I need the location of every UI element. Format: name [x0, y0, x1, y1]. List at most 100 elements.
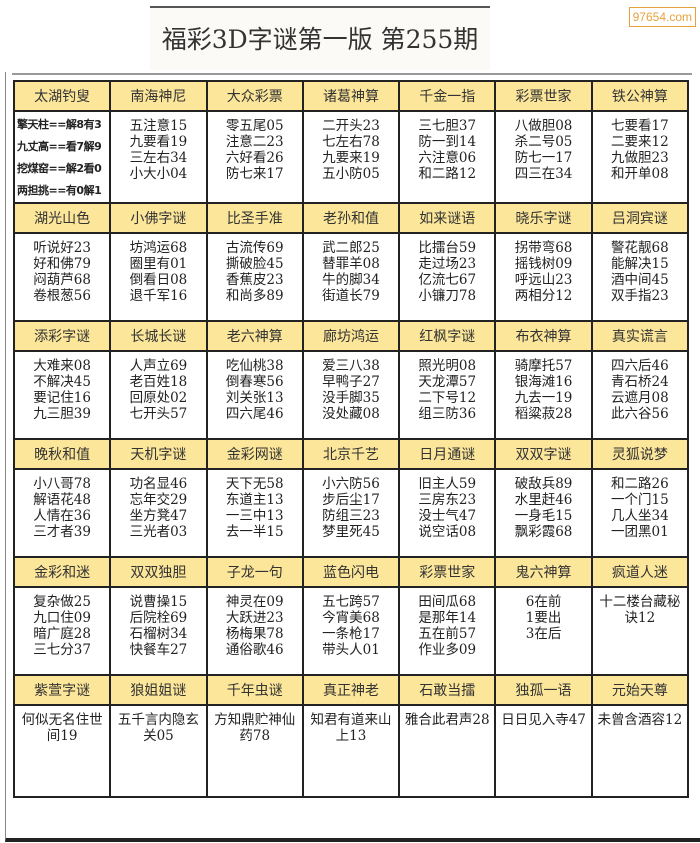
riddle-line: 是那年14 — [418, 610, 477, 626]
riddle-line: 两相分12 — [514, 288, 573, 304]
riddle-cell: 五千言内隐玄关05 — [109, 704, 208, 798]
riddle-cell: 方知鼎贮神仙药78 — [205, 704, 304, 798]
column-header: 日月通谜 — [398, 438, 497, 470]
column-header: 长城长谜 — [109, 320, 208, 352]
riddle-line: 能解决15 — [611, 256, 669, 272]
riddle-line: 倒春寒56 — [225, 374, 284, 390]
column-header: 千金一指 — [398, 80, 497, 112]
riddle-line: 6在前 — [525, 594, 562, 610]
riddle-line: 忘年交29 — [129, 492, 188, 508]
outer-frame — [5, 72, 700, 842]
riddle-line: 梦里死45 — [322, 524, 380, 540]
riddle-line: 云遮月08 — [611, 390, 669, 406]
riddle-cell: 功名显46 忘年交29 坐方凳47 三光者03 — [109, 468, 208, 558]
riddle-line: 和开单08 — [611, 166, 669, 182]
watermark-logo: 97654.com — [628, 7, 696, 27]
riddle-line: 和二路12 — [418, 166, 477, 182]
riddle-line: 零五尾05 — [225, 118, 284, 134]
riddle-cell: 照光明08 天龙潭57 二下号12 组三防36 — [398, 350, 497, 440]
column-header: 铁公神算 — [590, 80, 690, 112]
riddle-line: 二要来12 — [611, 134, 669, 150]
column-header: 晚秋和值 — [12, 438, 112, 470]
riddle-cell: 人声立69 老百姓18 回原处02 七开头57 — [109, 350, 208, 440]
column-header: 紫萱字谜 — [12, 674, 112, 706]
riddle-line: 骑摩托57 — [514, 358, 573, 374]
riddle-line: 二下号12 — [418, 390, 477, 406]
riddle-line: 破敌兵89 — [514, 476, 573, 492]
column-header: 疯道人迷 — [590, 556, 690, 588]
riddle-line: 替罪羊08 — [322, 256, 380, 272]
riddle-line: 好和佛79 — [33, 256, 91, 272]
riddle-line: 两担挑==有0解1 — [17, 184, 102, 197]
riddle-line: 武二郎25 — [322, 240, 380, 256]
riddle-cell: 日日见入寺47 — [494, 704, 593, 798]
title-banner: 福彩3D字谜第一版 第255期 — [150, 6, 490, 70]
riddle-line: 此六谷56 — [611, 406, 669, 422]
riddle-line: 九三胆39 — [33, 406, 91, 422]
riddle-line: 作业多09 — [418, 642, 477, 658]
column-header: 狼姐姐谜 — [109, 674, 208, 706]
riddle-line: 呼远山23 — [514, 272, 573, 288]
riddle-line: 知君有道来山上13 — [310, 712, 392, 744]
riddle-line: 街道长79 — [322, 288, 380, 304]
riddle-line: 带头人01 — [322, 642, 380, 658]
riddle-line: 不解决45 — [33, 374, 91, 390]
header-row: 紫萱字谜 狼姐姐谜 千年虫谜 真正神老 石敢当擂 独孤一语 元始天尊 — [12, 674, 690, 706]
riddle-cell: 坊鸿运68 圈里有01 倒看日08 退千军16 — [109, 232, 208, 322]
riddle-line: 旧主人59 — [418, 476, 477, 492]
riddle-line: 步后尘17 — [322, 492, 380, 508]
column-header: 南海神尼 — [109, 80, 208, 112]
riddle-cell: 神灵在09 大跃进23 杨梅果78 通俗歌46 — [205, 586, 304, 676]
riddle-line: 银海滩16 — [514, 374, 573, 390]
column-header: 千年虫谜 — [205, 674, 304, 706]
riddle-line: 三左右34 — [129, 150, 188, 166]
column-header: 红枫字谜 — [398, 320, 497, 352]
riddle-cell: 四六后46 青石桥24 云遮月08 此六谷56 — [590, 350, 690, 440]
riddle-line: 一团黑01 — [611, 524, 669, 540]
riddle-line: 听说好23 — [33, 240, 91, 256]
column-header: 如来谜语 — [398, 202, 497, 234]
riddle-line: 和尚多89 — [225, 288, 284, 304]
riddle-line: 几人坐34 — [611, 508, 669, 524]
riddle-line: 三七胆37 — [418, 118, 477, 134]
header-row: 太湖钓叟 南海神尼 大众彩票 诸葛神算 千金一指 彩票世家 铁公神算 — [12, 80, 690, 112]
riddle-line: 六注意06 — [418, 150, 477, 166]
column-header: 布衣神算 — [494, 320, 593, 352]
riddle-line: 摇钱树09 — [514, 256, 573, 272]
riddle-line: 香蕉皮23 — [225, 272, 284, 288]
riddle-cell: 雅合此君声28 — [398, 704, 497, 798]
riddle-line: 四三在34 — [514, 166, 573, 182]
column-header: 子龙一句 — [205, 556, 304, 588]
riddle-line: 方知鼎贮神仙药78 — [214, 712, 296, 744]
riddle-line: 要记住16 — [33, 390, 91, 406]
riddle-line: 闷葫芦68 — [33, 272, 91, 288]
riddle-cell: 大难来08 不解决45 要记住16 九三胆39 — [12, 350, 112, 440]
riddle-line: 警花靓68 — [611, 240, 669, 256]
riddle-line: 爱三八38 — [322, 358, 380, 374]
riddle-line: 三七分37 — [33, 642, 91, 658]
riddle-line: 小六防56 — [322, 476, 380, 492]
column-header: 蓝色闪电 — [301, 556, 401, 588]
riddle-line: 没手脚35 — [322, 390, 380, 406]
riddle-cell: 擎天柱==解8有3 九丈高==看7解9 挖煤窑==解2看0 两担挑==有0解1 — [12, 110, 112, 204]
riddle-line: 照光明08 — [418, 358, 477, 374]
riddle-cell: 田间瓜68 是那年14 五在前57 作业多09 — [398, 586, 497, 676]
riddle-line: 雅合此君声28 — [404, 712, 490, 728]
riddle-line: 八做胆08 — [514, 118, 573, 134]
column-header: 金彩和迷 — [12, 556, 112, 588]
column-header: 诸葛神算 — [301, 80, 401, 112]
riddle-line: 天下无58 — [225, 476, 284, 492]
riddle-line: 东道主13 — [225, 492, 284, 508]
riddle-cell: 八做胆08 杀二号05 防七一17 四三在34 — [494, 110, 593, 204]
column-header: 老孙和值 — [301, 202, 401, 234]
header-row: 晚秋和值 天机字谜 金彩网谜 北京千艺 日月通谜 双双字谜 灵狐说梦 — [12, 438, 690, 470]
riddle-cell: 破敌兵89 水里赶46 一身毛15 飘彩霞68 — [494, 468, 593, 558]
riddle-line: 古流传69 — [225, 240, 284, 256]
riddle-cell: 五注意15 九要看19 三左右34 小大小04 — [109, 110, 208, 204]
riddle-line: 九做胆23 — [611, 150, 669, 166]
divider — [12, 73, 692, 75]
column-header: 太湖钓叟 — [12, 80, 112, 112]
riddle-line: 三才者39 — [33, 524, 91, 540]
riddle-line: 未曾含酒容12 — [597, 712, 683, 728]
riddle-line: 一三中13 — [225, 508, 284, 524]
